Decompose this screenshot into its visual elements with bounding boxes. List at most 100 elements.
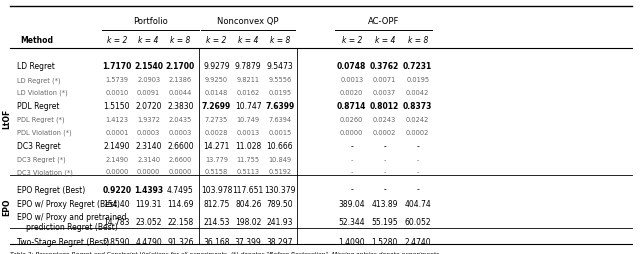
Text: -: - [351, 156, 353, 162]
Text: 0.5113: 0.5113 [237, 169, 260, 175]
Text: 812.75: 812.75 [204, 199, 230, 208]
Text: PDL Regret (*): PDL Regret (*) [17, 116, 64, 123]
Text: 1.4090: 1.4090 [339, 237, 365, 246]
Text: 37.399: 37.399 [235, 237, 262, 246]
Text: -: - [417, 156, 419, 162]
Text: 0.0000: 0.0000 [137, 169, 160, 175]
Text: 413.89: 413.89 [371, 199, 398, 208]
Text: 11.028: 11.028 [235, 141, 261, 150]
Text: -: - [383, 141, 386, 150]
Text: 2.0903: 2.0903 [137, 77, 160, 83]
Text: 0.5158: 0.5158 [205, 169, 228, 175]
Text: 2.1540: 2.1540 [134, 62, 163, 71]
Text: 0.0195: 0.0195 [406, 77, 429, 83]
Text: 14.271: 14.271 [204, 141, 230, 150]
Text: EPO w/ Proxy and pretrained: EPO w/ Proxy and pretrained [17, 212, 126, 221]
Text: 0.0002: 0.0002 [373, 129, 396, 135]
Text: 14.783: 14.783 [104, 217, 130, 226]
Text: -: - [350, 141, 353, 150]
Text: 0.0748: 0.0748 [337, 62, 367, 71]
Text: 0.0148: 0.0148 [205, 90, 228, 96]
Text: 0.0000: 0.0000 [340, 129, 364, 135]
Text: -: - [383, 156, 386, 162]
Text: 0.0013: 0.0013 [237, 129, 260, 135]
Text: 0.0001: 0.0001 [105, 129, 129, 135]
Text: 0.0162: 0.0162 [237, 90, 260, 96]
Text: PDL Violation (*): PDL Violation (*) [17, 129, 71, 135]
Text: 23.052: 23.052 [136, 217, 162, 226]
Text: 1.5280: 1.5280 [372, 237, 398, 246]
Text: 0.3762: 0.3762 [370, 62, 399, 71]
Text: 1.5739: 1.5739 [106, 77, 129, 83]
Text: 2.0435: 2.0435 [169, 117, 192, 123]
Text: Table 2: Percentage Regret and Constraint Violations for all experiments. (*) de: Table 2: Percentage Regret and Constrain… [10, 251, 440, 254]
Text: k = 2: k = 2 [107, 36, 127, 44]
Text: 7.6399: 7.6399 [266, 102, 294, 111]
Text: Method: Method [20, 36, 52, 44]
Text: prediction Regret (Best): prediction Regret (Best) [26, 222, 118, 231]
Text: k = 2: k = 2 [206, 36, 227, 44]
Text: Two-Stage Regret (Best): Two-Stage Regret (Best) [17, 237, 109, 246]
Text: 0.0042: 0.0042 [406, 90, 429, 96]
Text: 0.0000: 0.0000 [169, 169, 192, 175]
Text: 91.326: 91.326 [167, 237, 194, 246]
Text: 0.0020: 0.0020 [340, 90, 364, 96]
Text: 2.1386: 2.1386 [169, 77, 192, 83]
Text: 9.8211: 9.8211 [237, 77, 260, 83]
Text: DC3 Regret: DC3 Regret [17, 141, 60, 150]
Text: 11.755: 11.755 [237, 156, 260, 162]
Text: 0.8714: 0.8714 [337, 102, 367, 111]
Text: DC3 Violation (*): DC3 Violation (*) [17, 168, 72, 175]
Text: -: - [383, 185, 386, 194]
Text: 36.168: 36.168 [204, 237, 230, 246]
Text: 2.8590: 2.8590 [104, 237, 130, 246]
Text: 1.4393: 1.4393 [134, 185, 163, 194]
Text: 0.9220: 0.9220 [102, 185, 131, 194]
Text: LtOF: LtOF [2, 108, 11, 129]
Text: EPO w/ Proxy Regret (Best): EPO w/ Proxy Regret (Best) [17, 199, 120, 208]
Text: 60.052: 60.052 [404, 217, 431, 226]
Text: PDL Regret: PDL Regret [17, 102, 59, 111]
Text: -: - [351, 169, 353, 175]
Text: 389.04: 389.04 [339, 199, 365, 208]
Text: 154.40: 154.40 [104, 199, 130, 208]
Text: 0.0242: 0.0242 [406, 117, 429, 123]
Text: 10.666: 10.666 [267, 141, 293, 150]
Text: 10.749: 10.749 [237, 117, 260, 123]
Text: 13.779: 13.779 [205, 156, 228, 162]
Text: 0.0260: 0.0260 [340, 117, 364, 123]
Text: DC3 Regret (*): DC3 Regret (*) [17, 156, 65, 163]
Text: 9.9279: 9.9279 [204, 62, 230, 71]
Text: 0.0015: 0.0015 [268, 129, 292, 135]
Text: 117.651: 117.651 [233, 185, 264, 194]
Text: 789.50: 789.50 [267, 199, 293, 208]
Text: 7.2699: 7.2699 [202, 102, 231, 111]
Text: LD Regret: LD Regret [17, 62, 54, 71]
Text: 214.53: 214.53 [204, 217, 230, 226]
Text: EPO Regret (Best): EPO Regret (Best) [17, 185, 85, 194]
Text: 198.02: 198.02 [235, 217, 262, 226]
Text: 0.0003: 0.0003 [169, 129, 192, 135]
Text: 2.1490: 2.1490 [104, 141, 130, 150]
Text: 130.379: 130.379 [264, 185, 296, 194]
Text: 0.0243: 0.0243 [373, 117, 396, 123]
Text: 2.1490: 2.1490 [106, 156, 129, 162]
Text: 22.158: 22.158 [167, 217, 193, 226]
Text: k = 4: k = 4 [238, 36, 259, 44]
Text: 0.8373: 0.8373 [403, 102, 433, 111]
Text: 0.0071: 0.0071 [373, 77, 396, 83]
Text: -: - [417, 169, 419, 175]
Text: 4.4790: 4.4790 [135, 237, 162, 246]
Text: 0.0002: 0.0002 [406, 129, 429, 135]
Text: Portfolio: Portfolio [133, 17, 168, 26]
Text: 4.7495: 4.7495 [167, 185, 194, 194]
Text: 55.195: 55.195 [371, 217, 398, 226]
Text: 119.31: 119.31 [136, 199, 162, 208]
Text: -: - [383, 169, 386, 175]
Text: 0.0000: 0.0000 [105, 169, 129, 175]
Text: 0.0010: 0.0010 [105, 90, 129, 96]
Text: 0.0013: 0.0013 [340, 77, 364, 83]
Text: 0.5192: 0.5192 [268, 169, 292, 175]
Text: k = 8: k = 8 [170, 36, 191, 44]
Text: k = 4: k = 4 [138, 36, 159, 44]
